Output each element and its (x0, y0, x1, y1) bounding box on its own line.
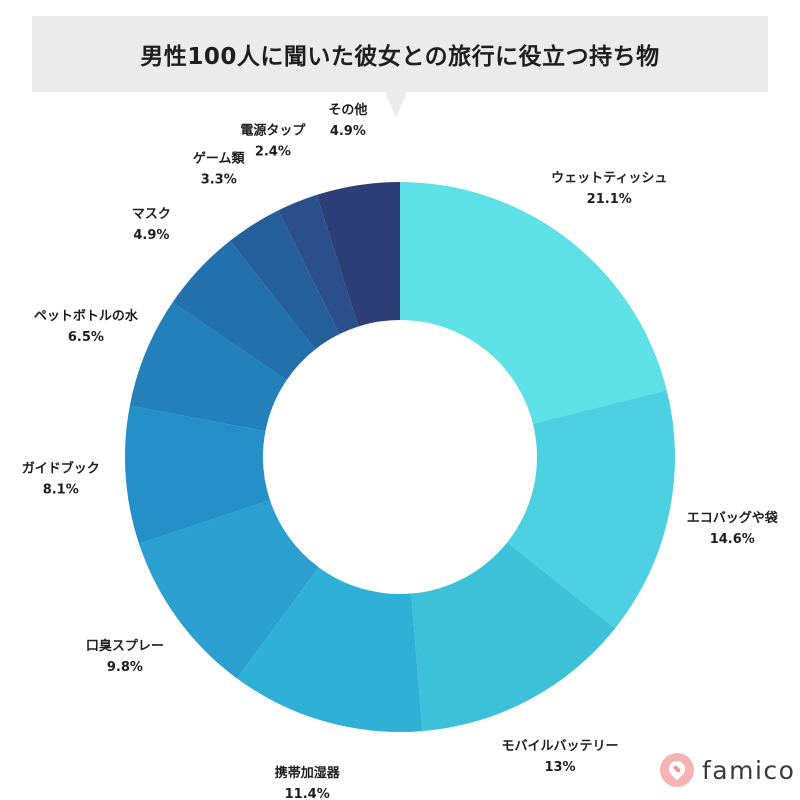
slice-label-0: ウェットティッシュ (551, 171, 667, 186)
slice-value-2: 13% (544, 760, 575, 775)
chart-title: 男性100人に聞いた彼女との旅行に役立つ持ち物 (140, 44, 660, 70)
slice-label-2: モバイルバッテリー (502, 739, 619, 754)
slice-label-8: ゲーム類 (193, 150, 246, 166)
slice-label-6: ペットボトルの水 (34, 308, 139, 324)
slice-6 (129, 302, 287, 432)
title-banner: 男性100人に聞いた彼女との旅行に役立つ持ち物 (32, 16, 768, 92)
slice-labels: ウェットティッシュ 21.1% エコバッグや袋 14.6% モバイルバッテリー 13% 携帯… (22, 102, 779, 800)
slice-label-1: エコバッグや袋 (687, 510, 779, 526)
slice-value-6: 6.5% (68, 330, 104, 345)
slice-value-0: 21.1% (587, 192, 632, 207)
slice-8 (230, 210, 340, 350)
famico-logo-icon (660, 753, 694, 787)
slice-value-7: 4.9% (133, 228, 169, 243)
slice-label-10: その他 (328, 102, 367, 118)
slice-0 (400, 182, 667, 424)
slice-label-9: 電源タップ (240, 123, 306, 139)
donut-slices (125, 182, 675, 732)
slice-label-3: 携帯加湿器 (275, 765, 341, 781)
slice-value-4: 9.8% (107, 660, 143, 675)
slice-label-7: マスク (132, 207, 171, 222)
slice-label-4: 口臭スプレー (86, 638, 164, 654)
slice-1 (507, 390, 675, 629)
famico-logo: famico (660, 750, 795, 790)
slice-5 (125, 405, 270, 544)
slice-7 (172, 240, 316, 380)
slice-value-9: 2.4% (255, 145, 291, 160)
title-pointer (385, 92, 407, 118)
slice-10 (316, 182, 400, 327)
slice-2 (411, 542, 616, 732)
slice-value-5: 8.1% (43, 482, 79, 497)
slice-value-3: 11.4% (285, 787, 330, 800)
slice-9 (278, 194, 359, 335)
slice-value-10: 4.9% (330, 124, 366, 139)
slice-value-1: 14.6% (710, 532, 755, 547)
slice-4 (138, 500, 319, 679)
slice-label-5: ガイドブック (22, 460, 100, 476)
slice-3 (236, 567, 423, 732)
logo-text: famico (702, 755, 796, 785)
slice-value-8: 3.3% (201, 172, 237, 187)
